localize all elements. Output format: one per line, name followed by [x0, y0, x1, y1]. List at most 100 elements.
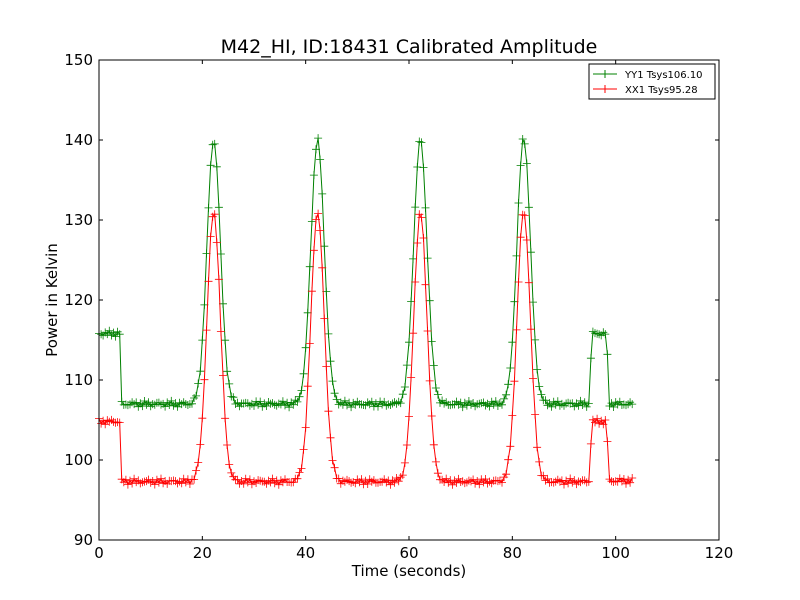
data-point-marker: [109, 328, 118, 337]
data-point-marker: [278, 397, 287, 406]
data-point-marker: [539, 471, 548, 480]
data-point-marker: [309, 171, 318, 180]
data-point-marker: [433, 469, 442, 478]
data-point-marker: [398, 390, 407, 399]
data-point-marker: [349, 398, 358, 407]
data-point-marker: [210, 139, 219, 148]
data-point-marker: [268, 399, 277, 408]
data-point-marker: [148, 477, 157, 485]
data-point-marker: [599, 420, 608, 429]
data-point-marker: [163, 479, 172, 488]
data-point-marker: [140, 397, 149, 405]
data-point-marker: [343, 475, 351, 484]
data-point-marker: [192, 391, 201, 400]
data-point-marker: [392, 474, 401, 482]
data-point-marker: [421, 203, 430, 212]
data-point-marker: [415, 210, 424, 219]
data-point-marker: [318, 263, 327, 272]
data-point-marker: [289, 400, 298, 409]
data-point-marker: [117, 397, 126, 406]
data-point-marker: [429, 440, 438, 449]
data-point-marker: [223, 441, 232, 449]
data-point-marker: [247, 399, 256, 408]
data-point-marker: [328, 456, 337, 465]
data-point-marker: [512, 325, 521, 334]
data-point-marker: [177, 479, 186, 488]
data-point-marker: [130, 474, 139, 483]
data-point-marker: [400, 383, 409, 391]
data-point-marker: [584, 477, 593, 486]
data-point-marker: [299, 445, 308, 454]
data-point-marker: [609, 403, 618, 411]
data-point-marker: [564, 398, 573, 407]
data-point-marker: [227, 392, 236, 401]
data-point-marker: [413, 163, 422, 171]
data-point-marker: [419, 234, 428, 242]
data-point-marker: [481, 475, 490, 483]
data-point-marker: [495, 476, 504, 485]
x-tick-label: 20: [193, 544, 212, 562]
data-point-marker: [425, 296, 434, 305]
data-point-marker: [405, 338, 413, 347]
data-point-marker: [549, 478, 558, 487]
data-point-marker: [262, 402, 271, 410]
data-point-marker: [196, 367, 205, 376]
data-point-marker: [314, 134, 323, 143]
data-point-marker: [454, 400, 463, 409]
data-point-marker: [464, 476, 473, 485]
data-point-marker: [340, 396, 349, 405]
data-point-marker: [206, 232, 215, 241]
data-point-marker: [524, 278, 533, 287]
data-point-marker: [303, 308, 312, 317]
x-tick-label: 100: [601, 544, 630, 562]
data-point-marker: [357, 400, 366, 409]
data-point-marker: [301, 423, 310, 432]
data-point-marker: [202, 249, 211, 258]
data-point-marker: [361, 476, 370, 485]
data-point-marker: [256, 397, 265, 406]
data-point-marker: [510, 377, 519, 386]
data-point-marker: [239, 479, 248, 488]
data-point-marker: [297, 464, 306, 473]
data-point-marker: [312, 145, 320, 154]
data-point-marker: [427, 337, 436, 346]
data-point-marker: [522, 236, 531, 244]
data-point-marker: [481, 401, 490, 410]
data-point-marker: [433, 390, 442, 399]
data-point-marker: [374, 478, 382, 487]
data-point-marker: [423, 254, 432, 263]
data-point-marker: [493, 477, 502, 486]
data-point-marker: [225, 460, 234, 469]
data-point-marker: [452, 478, 461, 487]
data-point-marker: [161, 402, 170, 411]
data-point-marker: [312, 215, 320, 224]
data-point-marker: [198, 414, 207, 423]
data-point-marker: [405, 412, 413, 421]
data-point-marker: [417, 138, 426, 147]
data-point-marker: [194, 379, 203, 388]
data-point-marker: [574, 401, 583, 410]
data-point-marker: [204, 277, 213, 286]
data-point-marker: [202, 326, 211, 335]
data-point-marker: [190, 394, 199, 402]
data-point-marker: [475, 399, 484, 408]
data-point-marker: [518, 135, 527, 143]
data-point-marker: [148, 400, 157, 409]
data-point-marker: [421, 280, 430, 289]
data-point-marker: [500, 394, 509, 403]
data-point-marker: [446, 401, 455, 410]
data-point-marker: [254, 476, 263, 485]
series-1: [95, 209, 637, 489]
data-point-marker: [520, 211, 529, 220]
data-point-marker: [123, 401, 132, 410]
data-point-marker: [169, 476, 178, 485]
legend-label: XX1 Tsys95.28: [625, 85, 698, 96]
data-point-marker: [276, 476, 285, 485]
data-point-marker: [603, 350, 612, 359]
legend-entry: YY1 Tsys106.10: [593, 70, 703, 81]
data-point-marker: [212, 162, 221, 171]
data-point-marker: [407, 297, 416, 306]
data-point-marker: [181, 478, 190, 487]
data-point-marker: [264, 476, 273, 485]
